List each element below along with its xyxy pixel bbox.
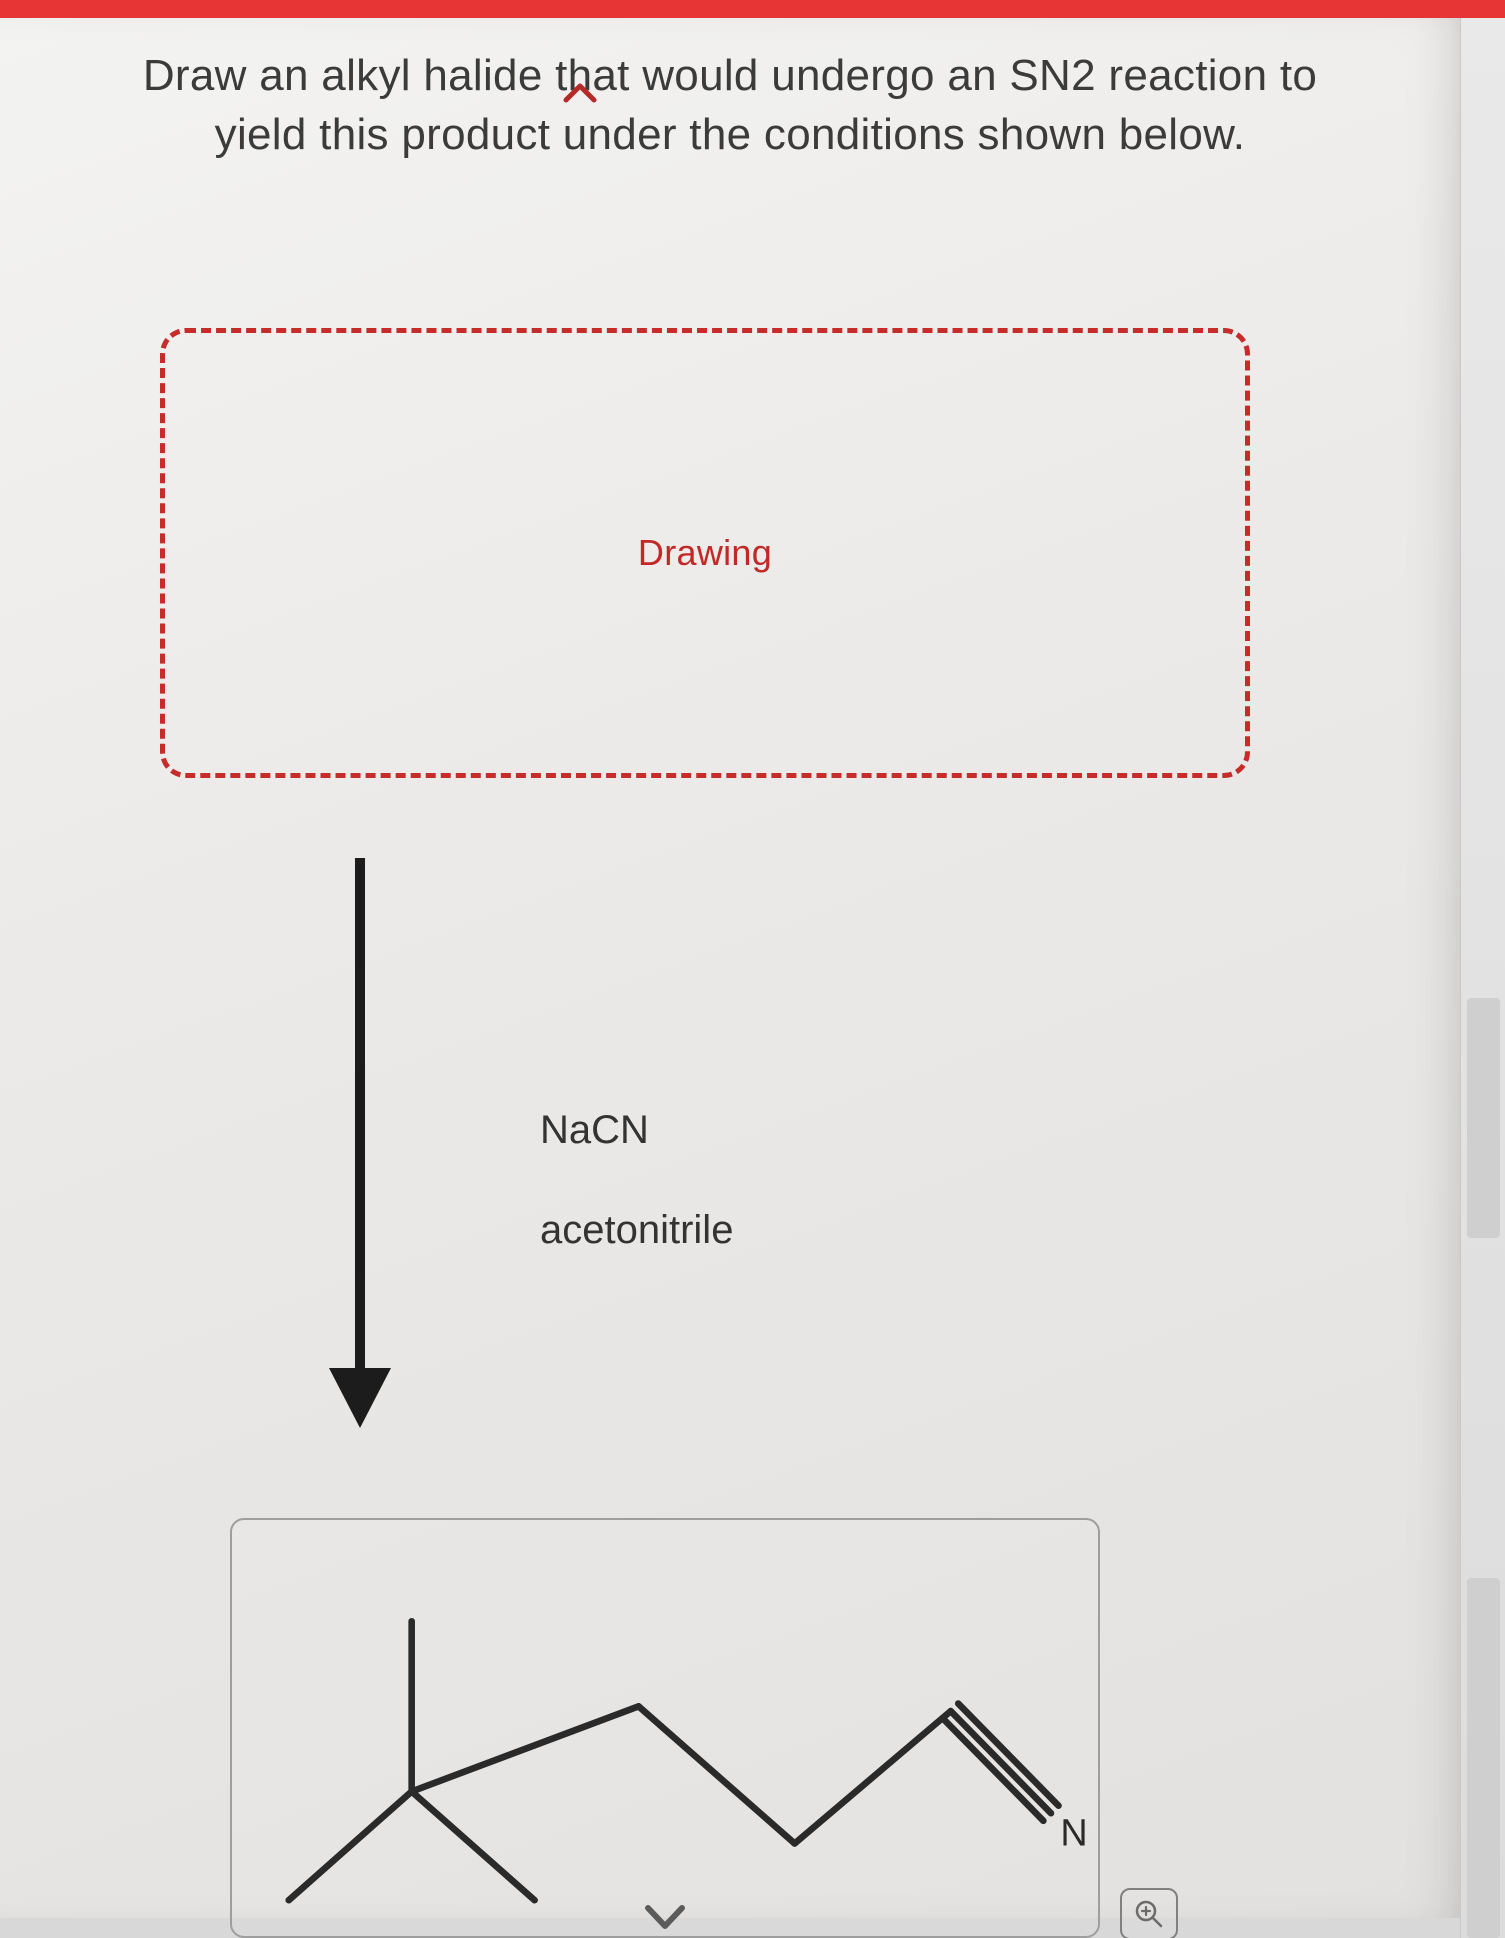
drawing-drop-area[interactable]: Drawing [160, 328, 1250, 778]
question-prompt: Draw an alkyl halide that would undergo … [50, 46, 1410, 165]
product-structure-box[interactable]: N [230, 1518, 1100, 1938]
prompt-line-1: Draw an alkyl halide that would undergo … [143, 51, 1317, 100]
magnify-plus-icon [1133, 1898, 1165, 1930]
side-panel-segment [1467, 1578, 1500, 1938]
top-accent-bar [0, 0, 1505, 18]
question-panel: Draw an alkyl halide that would undergo … [0, 18, 1460, 1918]
side-panel-segment [1467, 998, 1500, 1238]
right-side-panel [1460, 18, 1505, 1938]
prompt-line-2: yield this product under the conditions … [215, 110, 1246, 159]
chevron-up-icon[interactable] [560, 78, 600, 108]
product-skeletal-svg: N [232, 1520, 1100, 1938]
reaction-arrow [300, 848, 420, 1438]
chevron-down-icon[interactable] [640, 1898, 690, 1938]
nitrogen-atom-label: N [1060, 1812, 1087, 1854]
zoom-button[interactable] [1120, 1888, 1178, 1938]
drawing-area-label: Drawing [638, 532, 772, 574]
reagent-line-2: acetonitrile [540, 1208, 733, 1253]
reagent-line-1: NaCN [540, 1108, 649, 1153]
